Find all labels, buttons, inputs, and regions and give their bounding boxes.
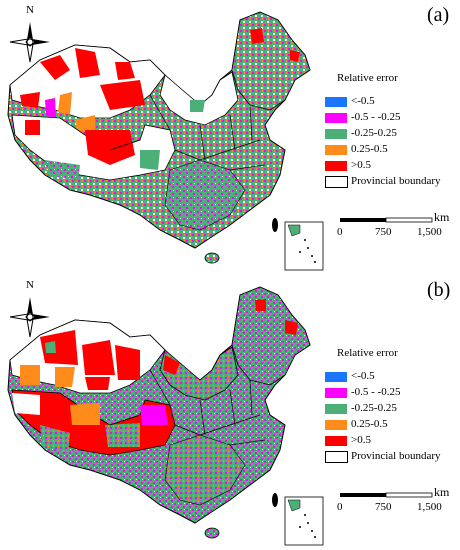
north-label: N xyxy=(26,4,34,16)
legend-swatch xyxy=(325,388,347,398)
scale-tick: 0 xyxy=(337,501,343,513)
legend-label: -0.5 - -0.25 xyxy=(351,111,401,123)
legend-swatch xyxy=(325,176,348,188)
legend-swatch xyxy=(325,113,347,123)
legend-label: Provincial boundary xyxy=(351,450,441,462)
legend-label: >0.5 xyxy=(351,159,371,171)
legend-label: 0.25-0.5 xyxy=(351,143,388,155)
legend-swatch xyxy=(325,404,347,414)
legend-label: 0.25-0.5 xyxy=(351,418,388,430)
taiwan-island xyxy=(272,218,278,232)
legend-title: Relative error xyxy=(337,72,398,84)
south-china-sea-inset xyxy=(284,221,324,271)
panel-label: (a) xyxy=(427,4,450,26)
legend-swatch xyxy=(325,129,347,139)
north-arrow-icon xyxy=(9,22,50,63)
legend-swatch xyxy=(325,451,348,463)
scale-tick: 1,500 xyxy=(417,226,442,238)
legend-label: -0.5 - -0.25 xyxy=(351,386,401,398)
china-map-b xyxy=(7,286,433,546)
legend-label: Provincial boundary xyxy=(351,175,441,187)
hainan-island xyxy=(204,527,220,539)
legend-swatch xyxy=(325,145,347,155)
legend-swatch xyxy=(325,97,347,107)
legend-swatch xyxy=(325,436,347,446)
hainan-island xyxy=(204,252,220,264)
legend-swatch xyxy=(325,420,347,430)
north-arrow-icon xyxy=(9,297,50,338)
legend-title: Relative error xyxy=(337,347,398,359)
scale-tick: 1,500 xyxy=(417,501,442,513)
country-shape xyxy=(7,11,311,249)
south-china-sea-inset xyxy=(284,496,324,546)
scale-tick: 750 xyxy=(375,501,392,513)
scale-bar xyxy=(340,217,433,223)
legend-label: >0.5 xyxy=(351,434,371,446)
taiwan-island xyxy=(272,493,278,507)
scale-bar xyxy=(340,492,433,498)
country-shape xyxy=(7,286,311,524)
scale-tick: 0 xyxy=(337,226,343,238)
legend-swatch xyxy=(325,372,347,382)
panel-label: (b) xyxy=(427,279,451,301)
legend-swatch xyxy=(325,161,347,171)
scale-unit: km xyxy=(434,210,450,224)
map-panel-b: (b) N Relative error <-0.5 -0.5 - -0.25 … xyxy=(0,275,460,550)
scale-unit: km xyxy=(434,485,450,499)
north-label: N xyxy=(26,279,34,291)
legend-label: <-0.5 xyxy=(351,370,375,382)
legend-label: -0.25-0.25 xyxy=(351,402,397,414)
map-panel-a: (a) N Relative error <-0.5 -0.5 - -0.25 … xyxy=(7,4,450,271)
scale-tick: 750 xyxy=(375,226,392,238)
legend-label: -0.25-0.25 xyxy=(351,127,397,139)
china-map-a xyxy=(7,11,433,271)
legend-label: <-0.5 xyxy=(351,95,375,107)
